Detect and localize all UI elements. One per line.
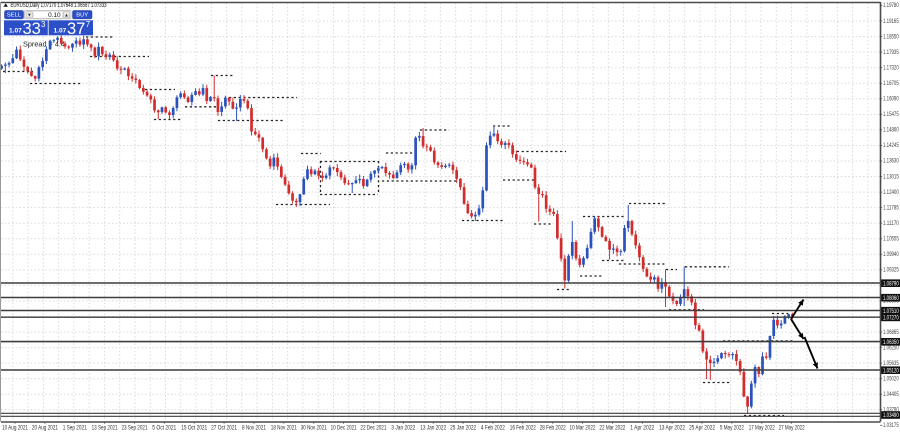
svg-text:1 Sep 2021: 1 Sep 2021 <box>63 425 87 432</box>
svg-text:16 Feb 2022: 16 Feb 2022 <box>510 425 536 432</box>
svg-text:1.11785: 1.11785 <box>883 204 899 211</box>
svg-text:1.13630: 1.13630 <box>883 158 899 165</box>
svg-text:10 Aug 2021: 10 Aug 2021 <box>2 425 28 432</box>
svg-text:1.08060: 1.08060 <box>883 295 899 302</box>
svg-text:▴: ▴ <box>65 13 68 19</box>
svg-text:1.08790: 1.08790 <box>883 280 899 287</box>
svg-text:1.05120: 1.05120 <box>883 367 899 374</box>
svg-text:13 Jan 2022: 13 Jan 2022 <box>420 425 446 432</box>
svg-text:▾: ▾ <box>28 13 31 19</box>
svg-text:1.06865: 1.06865 <box>883 329 899 336</box>
svg-text:1.10555: 1.10555 <box>883 235 899 242</box>
svg-text:23 Sep 2021: 23 Sep 2021 <box>122 425 148 432</box>
svg-text:28 Feb 2022: 28 Feb 2022 <box>540 425 566 432</box>
svg-text:1.03175: 1.03175 <box>883 422 899 429</box>
svg-text:17 May 2022: 17 May 2022 <box>749 425 775 432</box>
svg-text:1.19165: 1.19165 <box>883 18 899 25</box>
svg-text:4 Feb 2022: 4 Feb 2022 <box>481 425 505 432</box>
svg-text:1.07: 1.07 <box>9 28 22 35</box>
svg-text:Spread = 4.4: Spread = 4.4 <box>23 40 65 49</box>
svg-text:1.14860: 1.14860 <box>883 127 899 134</box>
svg-text:27 Oct 2021: 27 Oct 2021 <box>211 425 237 432</box>
svg-text:18 Nov 2021: 18 Nov 2021 <box>271 425 297 432</box>
svg-text:BUY: BUY <box>76 13 88 19</box>
svg-text:1.09940: 1.09940 <box>883 251 899 258</box>
svg-text:1.17935: 1.17935 <box>883 49 899 56</box>
svg-text:1.16705: 1.16705 <box>883 80 899 87</box>
svg-text:1.19780: 1.19780 <box>883 2 899 9</box>
svg-text:3: 3 <box>41 20 46 29</box>
svg-text:1.11170: 1.11170 <box>883 220 899 227</box>
svg-text:20 Aug 2021: 20 Aug 2021 <box>32 425 58 432</box>
svg-text:1.03490: 1.03490 <box>883 412 899 419</box>
svg-text:1.18550: 1.18550 <box>883 33 899 40</box>
svg-text:1.06350: 1.06350 <box>883 339 899 346</box>
svg-text:5 May 2022: 5 May 2022 <box>720 425 744 432</box>
svg-text:5 Oct 2021: 5 Oct 2021 <box>152 425 176 432</box>
svg-text:3 Jan 2022: 3 Jan 2022 <box>391 425 415 432</box>
svg-text:1 Apr 2022: 1 Apr 2022 <box>630 425 654 432</box>
svg-text:33: 33 <box>23 20 41 38</box>
svg-text:30 Nov 2021: 30 Nov 2021 <box>301 425 327 432</box>
svg-text:27 May 2022: 27 May 2022 <box>779 425 805 432</box>
svg-text:1.07510: 1.07510 <box>883 308 899 315</box>
svg-text:1.06250: 1.06250 <box>883 344 899 351</box>
svg-text:1.07270: 1.07270 <box>883 315 899 322</box>
svg-text:13 Apr 2022: 13 Apr 2022 <box>659 425 685 432</box>
svg-text:7: 7 <box>86 20 91 29</box>
svg-text:1.12400: 1.12400 <box>883 189 899 196</box>
svg-text:10 Dec 2021: 10 Dec 2021 <box>331 425 357 432</box>
svg-text:1.16090: 1.16090 <box>883 96 899 103</box>
svg-text:15 Oct 2021: 15 Oct 2021 <box>181 425 207 432</box>
svg-text:SELL: SELL <box>7 13 22 19</box>
svg-text:10 Mar 2022: 10 Mar 2022 <box>570 425 596 432</box>
svg-text:22 Mar 2022: 22 Mar 2022 <box>599 425 625 432</box>
svg-text:1.15475: 1.15475 <box>883 111 899 118</box>
svg-text:37: 37 <box>67 20 85 38</box>
svg-text:1.14245: 1.14245 <box>883 142 899 149</box>
svg-text:1.05635: 1.05635 <box>883 360 899 367</box>
svg-text:0.10: 0.10 <box>48 12 61 19</box>
svg-text:1.05020: 1.05020 <box>883 375 899 382</box>
svg-text:8 Nov 2021: 8 Nov 2021 <box>242 425 266 432</box>
svg-text:1.04405: 1.04405 <box>883 391 899 398</box>
svg-text:1.09325: 1.09325 <box>883 267 899 274</box>
svg-text:25 Jan 2022: 25 Jan 2022 <box>450 425 476 432</box>
svg-text:1.17320: 1.17320 <box>883 64 899 71</box>
svg-text:1.13015: 1.13015 <box>883 173 899 180</box>
svg-text:22 Dec 2021: 22 Dec 2021 <box>360 425 386 432</box>
svg-text:25 Apr 2022: 25 Apr 2022 <box>689 425 715 432</box>
svg-text:EURUSD,Daily 1.07170 1.07648: EURUSD,Daily 1.07170 1.07648 1.06567 1.0… <box>11 2 107 9</box>
svg-text:1.03790: 1.03790 <box>883 407 899 414</box>
svg-text:1.07: 1.07 <box>54 28 67 35</box>
svg-text:13 Sep 2021: 13 Sep 2021 <box>92 425 118 432</box>
